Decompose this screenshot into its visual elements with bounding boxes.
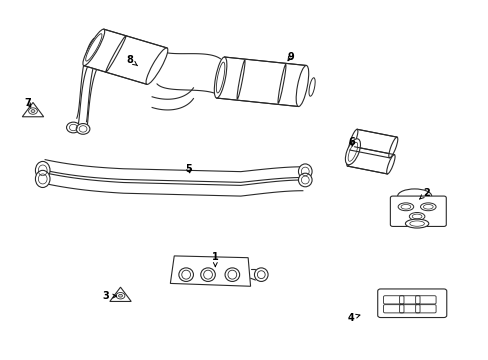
Text: 9: 9 xyxy=(287,52,293,62)
Ellipse shape xyxy=(254,268,267,282)
Ellipse shape xyxy=(348,129,357,150)
Ellipse shape xyxy=(345,139,360,165)
Ellipse shape xyxy=(397,189,431,203)
Text: 8: 8 xyxy=(126,55,137,66)
Ellipse shape xyxy=(66,122,80,133)
Text: 4: 4 xyxy=(347,312,359,323)
FancyBboxPatch shape xyxy=(377,289,446,318)
Text: 3: 3 xyxy=(102,291,117,301)
Ellipse shape xyxy=(298,164,311,179)
Ellipse shape xyxy=(296,66,308,107)
Ellipse shape xyxy=(346,147,354,166)
Polygon shape xyxy=(22,103,43,117)
Ellipse shape xyxy=(405,219,428,228)
Ellipse shape xyxy=(118,294,122,297)
Ellipse shape xyxy=(76,123,90,134)
Ellipse shape xyxy=(179,268,193,282)
Ellipse shape xyxy=(201,268,215,282)
Text: 2: 2 xyxy=(419,188,429,199)
Ellipse shape xyxy=(35,161,50,179)
Polygon shape xyxy=(349,129,396,158)
Text: 6: 6 xyxy=(347,138,354,148)
Ellipse shape xyxy=(386,154,394,174)
Ellipse shape xyxy=(146,48,167,84)
Ellipse shape xyxy=(420,203,435,211)
Ellipse shape xyxy=(308,78,314,96)
Ellipse shape xyxy=(397,203,413,211)
Ellipse shape xyxy=(388,137,397,158)
Ellipse shape xyxy=(298,173,311,187)
Text: 5: 5 xyxy=(185,164,192,174)
Ellipse shape xyxy=(83,29,104,66)
Ellipse shape xyxy=(31,110,35,112)
Text: 7: 7 xyxy=(25,98,31,108)
Text: 1: 1 xyxy=(211,252,218,266)
Polygon shape xyxy=(170,256,250,286)
Ellipse shape xyxy=(224,268,239,282)
Polygon shape xyxy=(216,57,306,107)
Polygon shape xyxy=(110,287,131,301)
Polygon shape xyxy=(346,147,394,174)
Ellipse shape xyxy=(214,57,226,98)
Polygon shape xyxy=(83,29,166,84)
FancyBboxPatch shape xyxy=(389,196,446,226)
Ellipse shape xyxy=(35,170,50,188)
Ellipse shape xyxy=(408,212,424,220)
